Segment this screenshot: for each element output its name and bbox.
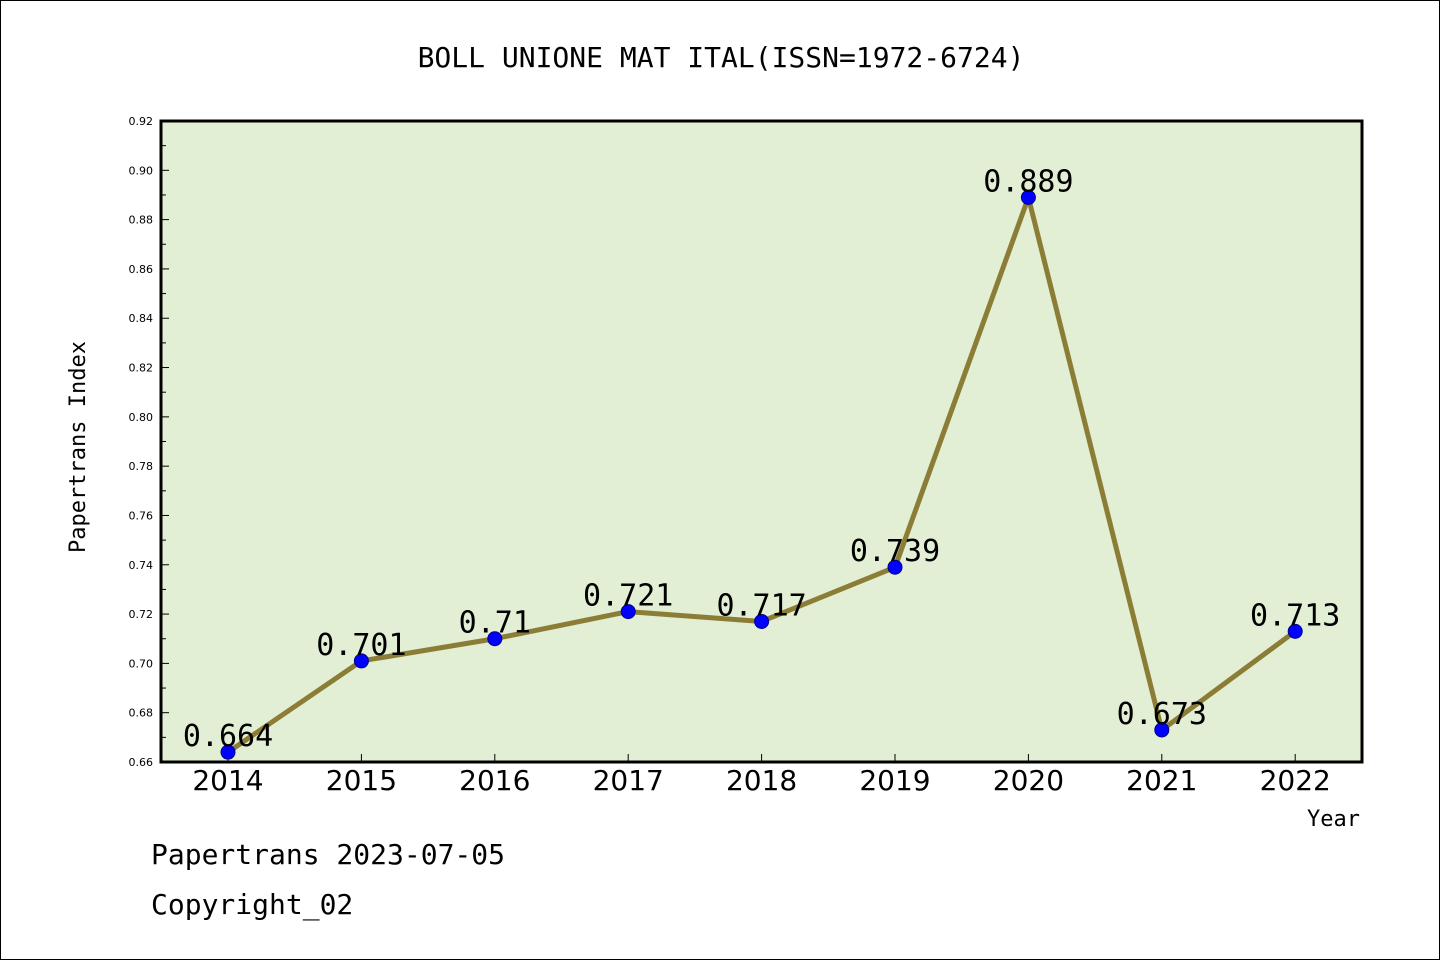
x-axis-tick-labels: 2014 2015 2016 2017 2018 2019 2020 2021 2022	[192, 764, 1330, 797]
data-label: 0.713	[1250, 598, 1340, 633]
data-point	[887, 559, 903, 575]
chart-title: BOLL UNIONE MAT ITAL(ISSN=1972-6724)	[418, 41, 1025, 74]
data-label: 0.721	[583, 579, 673, 614]
data-label: 0.664	[183, 719, 273, 754]
y-tick-label: 0.68	[129, 707, 154, 720]
y-tick-label: 0.88	[129, 214, 154, 227]
plot-area	[161, 121, 1362, 762]
data-label: 0.71	[459, 606, 531, 641]
y-tick-label: 0.86	[129, 263, 154, 276]
data-label: 0.717	[716, 588, 806, 623]
data-labels: 0.664 0.701 0.71 0.721 0.717 0.739 0.889 0.673 0…	[183, 164, 1341, 754]
y-axis-label: Papertrans Index	[66, 341, 91, 553]
x-tick-label: 2018	[726, 764, 797, 797]
data-point	[487, 631, 503, 647]
x-tick-label: 2015	[326, 764, 397, 797]
data-point	[1154, 722, 1170, 738]
footer-copyright-text: Copyright_02	[151, 888, 353, 922]
y-tick-label: 0.72	[129, 608, 154, 621]
x-tick-label: 2020	[993, 764, 1064, 797]
x-tick-label: 2016	[459, 764, 530, 797]
y-tick-label: 0.80	[129, 411, 154, 424]
x-tick-label: 2014	[192, 764, 263, 797]
data-label: 0.739	[850, 534, 940, 569]
data-label: 0.701	[316, 628, 406, 663]
x-tick-label: 2017	[593, 764, 664, 797]
y-tick-label: 0.78	[129, 460, 154, 473]
data-point	[620, 604, 636, 620]
data-point	[220, 744, 236, 760]
y-tick-label: 0.84	[129, 312, 154, 325]
data-label: 0.673	[1117, 697, 1207, 732]
data-point	[1287, 623, 1303, 639]
y-axis-tick-labels: 0.66 0.68 0.70 0.72 0.74 0.76 0.78 0.80 0.82 0.84…	[129, 115, 154, 769]
y-tick-label: 0.74	[129, 559, 154, 572]
footer-date-text: Papertrans 2023-07-05	[151, 838, 505, 871]
data-point	[353, 653, 369, 669]
y-tick-label: 0.90	[129, 164, 154, 177]
y-tick-label: 0.82	[129, 362, 154, 375]
y-tick-label: 0.92	[129, 115, 154, 128]
x-tick-label: 2022	[1260, 764, 1331, 797]
data-point	[1020, 189, 1036, 205]
x-tick-label: 2019	[859, 764, 930, 797]
data-markers	[220, 189, 1303, 760]
data-label: 0.889	[983, 164, 1073, 199]
y-tick-label: 0.66	[129, 756, 154, 769]
y-tick-label: 0.70	[129, 657, 154, 670]
y-tick-label: 0.76	[129, 509, 154, 522]
plot-border	[159, 119, 1364, 764]
x-tick-label: 2021	[1126, 764, 1197, 797]
x-axis-label: Year	[1307, 807, 1360, 832]
data-point	[754, 613, 770, 629]
